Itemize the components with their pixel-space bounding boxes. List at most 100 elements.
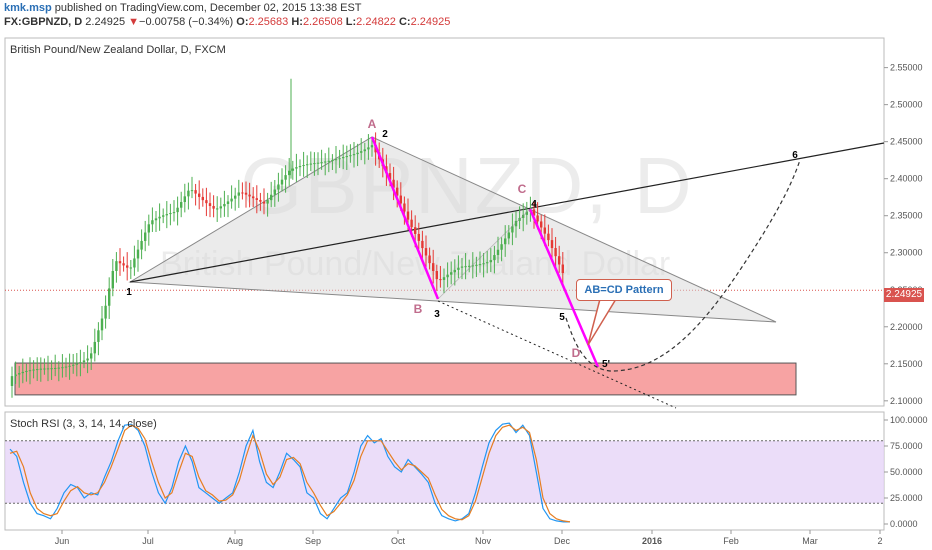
candle-body <box>320 162 323 164</box>
x-tick-label: 2 <box>877 536 882 546</box>
candle-body <box>338 158 341 160</box>
candle-body <box>295 167 298 169</box>
candle-body <box>561 264 564 274</box>
candle-body <box>75 363 78 365</box>
candle-body <box>104 305 107 319</box>
y-tick-label: 2.40000 <box>890 174 923 184</box>
candle-body <box>460 266 464 268</box>
osc-band <box>5 440 884 504</box>
down-arrow-icon: ▼ <box>128 16 140 28</box>
candle-body <box>482 263 485 265</box>
candle-body <box>226 201 230 204</box>
candle-body <box>403 203 406 212</box>
candle-body <box>453 269 456 273</box>
candle-body <box>190 190 194 192</box>
candle-body <box>342 157 345 159</box>
candle-body <box>118 261 122 264</box>
candle-body <box>457 267 460 270</box>
candle-body <box>554 248 557 257</box>
candle-body <box>417 233 420 241</box>
candle-body <box>360 151 363 153</box>
candle-body <box>194 190 197 194</box>
candle-body <box>262 201 266 204</box>
candle-body <box>43 368 46 370</box>
candle-body <box>201 196 204 201</box>
candle-body <box>72 364 75 366</box>
candle-body <box>46 368 50 370</box>
candle-body <box>252 196 255 199</box>
support-zone <box>14 362 797 396</box>
candle-body <box>93 341 96 354</box>
open-label: O: <box>236 16 249 28</box>
candle-body <box>399 195 402 204</box>
candle-body <box>478 264 482 266</box>
candle-body <box>172 212 176 214</box>
candle-body <box>259 199 262 202</box>
candle-body <box>327 160 330 162</box>
publish-info: kmk.msp published on TradingView.com, De… <box>4 2 362 14</box>
candle-body <box>18 373 21 375</box>
stoch-rsi-line <box>9 424 571 523</box>
point-label: D <box>572 346 581 360</box>
candle-body <box>525 211 528 215</box>
symbol-label: FX:GBPNZD, D <box>4 16 83 28</box>
candle-body <box>550 240 554 249</box>
x-tick-label: Aug <box>227 536 243 546</box>
candle-body <box>219 206 222 209</box>
candle-body <box>316 162 320 164</box>
candle-body <box>198 193 201 197</box>
candle-body <box>558 256 561 265</box>
candle-body <box>234 195 237 199</box>
candle-body <box>500 244 503 250</box>
candle-body <box>100 318 104 331</box>
candle-body <box>514 220 518 227</box>
chart-title: British Pound/New Zealand Dollar, D, FXC… <box>10 44 226 56</box>
candle-body <box>432 263 435 272</box>
triangle-pattern <box>128 136 777 323</box>
candle-body <box>288 170 291 176</box>
candle-body <box>64 366 68 368</box>
candle-body <box>28 370 32 372</box>
candle-body <box>50 368 53 370</box>
candle-body <box>414 227 417 234</box>
close-value: 2.24925 <box>410 16 451 28</box>
osc-y-tick-label: 100.0000 <box>890 415 928 425</box>
abcd-leg-cd <box>528 208 600 368</box>
candle-body <box>140 240 143 250</box>
point-label: B <box>414 302 423 316</box>
candle-body <box>158 216 161 219</box>
candle-body <box>388 173 392 180</box>
candle-body <box>32 369 35 371</box>
candle-body <box>244 192 248 195</box>
candle-body <box>284 175 287 180</box>
y-tick-label: 2.15000 <box>890 359 923 369</box>
candle-body <box>442 277 446 280</box>
candle-body <box>230 198 233 202</box>
candle-body <box>522 214 525 218</box>
candle-body <box>313 163 316 165</box>
candle-body <box>435 271 438 280</box>
candle-body <box>446 274 449 278</box>
low-label: L: <box>345 16 357 28</box>
candle-body <box>133 258 136 268</box>
candle-body <box>122 263 125 266</box>
candle-body <box>180 202 183 208</box>
candle-body <box>266 200 269 204</box>
candle-body <box>108 288 111 306</box>
close-label: C: <box>398 16 411 28</box>
candle-body <box>241 192 244 194</box>
candle-body <box>10 376 14 387</box>
candle-body <box>61 367 64 369</box>
y-tick-label: 2.35000 <box>890 211 923 221</box>
author-link[interactable]: kmk.msp <box>4 2 52 14</box>
candle-body <box>306 164 309 166</box>
candle-body <box>543 227 546 234</box>
candle-body <box>439 279 442 281</box>
candle-body <box>169 213 172 215</box>
candle-body <box>504 238 507 245</box>
projection-path <box>565 159 801 372</box>
candle-body <box>334 159 338 161</box>
high-label: H: <box>291 16 303 28</box>
candle-body <box>345 156 348 158</box>
